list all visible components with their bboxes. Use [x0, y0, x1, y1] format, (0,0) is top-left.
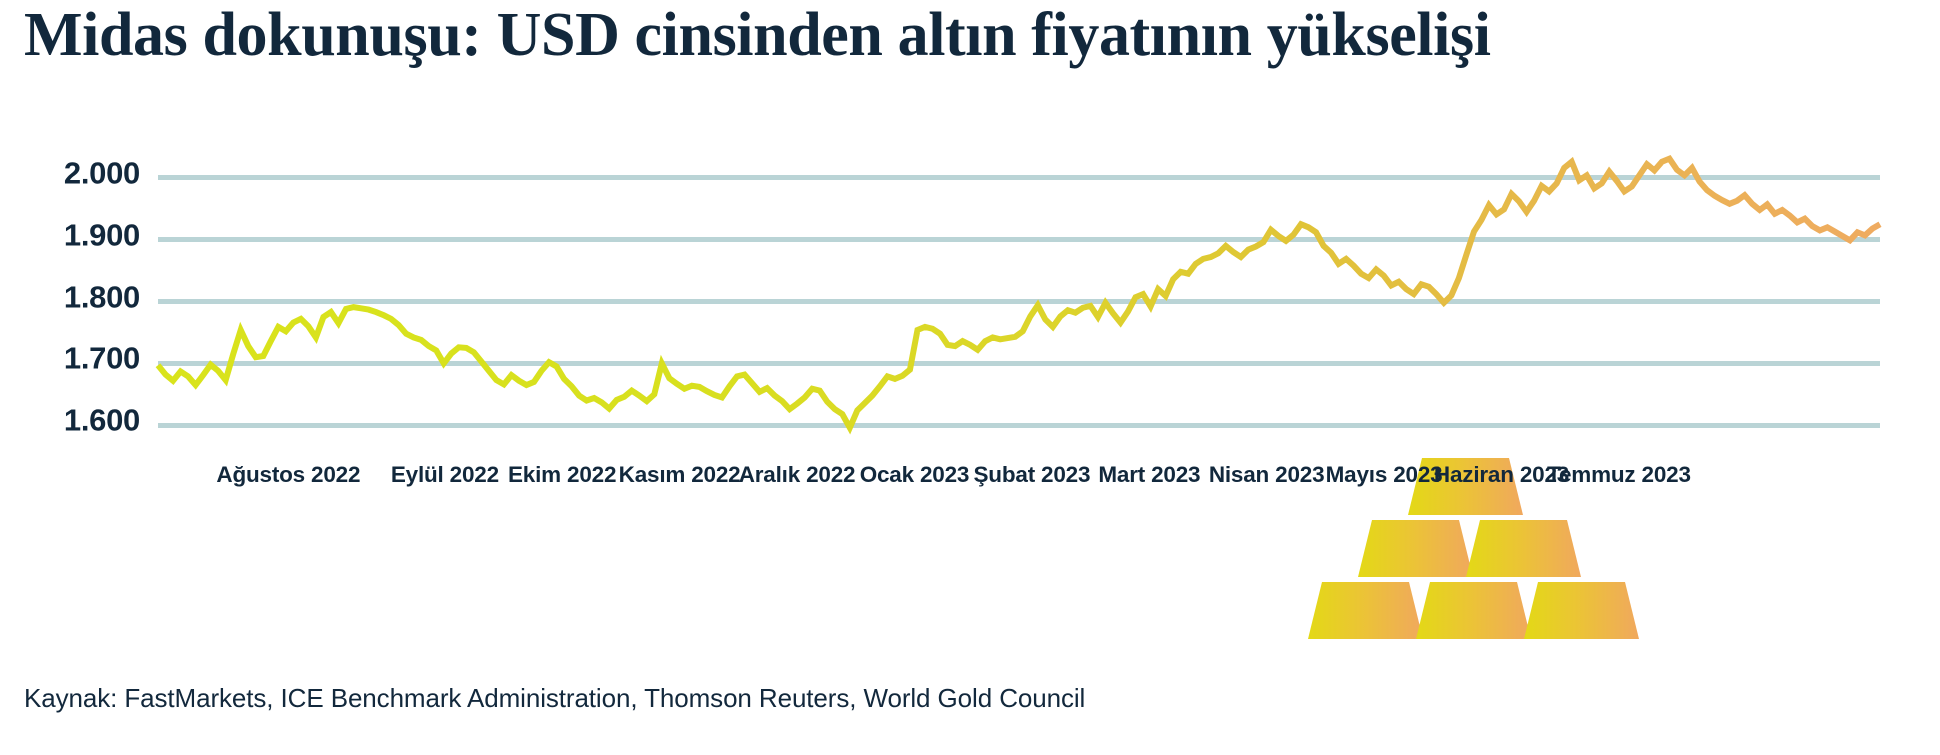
- x-axis-tick-label: Mayıs 2023: [1325, 462, 1443, 487]
- chart-container: 2.000 1.900 1.800 1.700 1.600: [0, 150, 1940, 639]
- x-axis-tick-label: Temmuz 2023: [1547, 462, 1691, 487]
- y-axis-tick-label: 1.900: [63, 217, 140, 253]
- plot-area: [155, 150, 1882, 450]
- y-axis-tick-label: 1.700: [63, 341, 140, 377]
- gridline: [158, 175, 1880, 181]
- x-axis-tick-label: Mart 2023: [1098, 462, 1201, 487]
- gridline: [158, 360, 1880, 366]
- x-axis-tick-label: Aralık 2022: [738, 462, 856, 487]
- x-axis-tick-label: Kasım 2022: [618, 462, 741, 487]
- x-axis-tick-label: Ocak 2023: [859, 462, 970, 487]
- gold-bar: [1308, 582, 1423, 639]
- x-axis-tick-label: Ağustos 2022: [216, 462, 361, 487]
- page-title: Midas dokunuşu: USD cinsinden altın fiya…: [24, 1, 1491, 69]
- y-axis-tick-label: 1.600: [63, 402, 140, 438]
- gridline: [158, 422, 1880, 428]
- gridline: [158, 299, 1880, 305]
- x-axis-tick-label: Ekim 2022: [507, 462, 617, 487]
- x-axis-tick-label: Nisan 2023: [1208, 462, 1325, 487]
- x-axis-labels: Ağustos 2022 Eylül 2022 Ekim 2022 Kasım 202…: [158, 462, 1880, 502]
- gold-bar: [1408, 458, 1523, 515]
- gold-bar: [1524, 582, 1639, 639]
- gold-bar: [1416, 582, 1531, 639]
- y-axis-tick-label: 2.000: [63, 155, 140, 191]
- gold-bar: [1358, 520, 1473, 577]
- source-note: Kaynak: FastMarkets, ICE Benchmark Admin…: [24, 683, 1086, 713]
- gridline: [158, 237, 1880, 243]
- price-line-series: [155, 154, 1882, 435]
- y-axis-tick-label: 1.800: [63, 279, 140, 315]
- x-axis-tick-label: Şubat 2023: [973, 462, 1091, 487]
- y-axis-labels: 2.000 1.900 1.800 1.700 1.600: [0, 150, 140, 450]
- gold-bar: [1466, 520, 1581, 577]
- x-axis-tick-label: Eylül 2022: [390, 462, 499, 487]
- x-axis-tick-label: Haziran 2023: [1433, 462, 1570, 487]
- gold-bars-illustration: [1308, 458, 1639, 639]
